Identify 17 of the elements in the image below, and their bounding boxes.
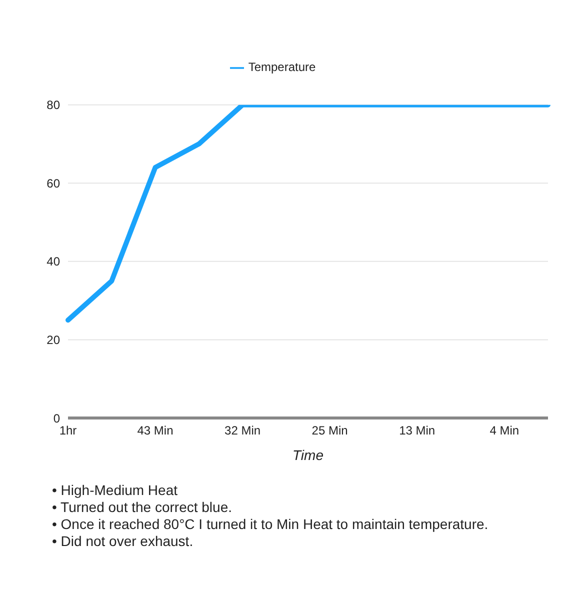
- x-tick-label: 25 Min: [312, 424, 348, 438]
- text: • High-Medium Heat: [52, 482, 178, 498]
- y-tick-label: 60: [46, 176, 60, 190]
- x-tick-label: 13 Min: [399, 424, 436, 438]
- y-tick-label: 0: [53, 411, 60, 426]
- x-tick-label: 1hr: [59, 424, 77, 438]
- y-tick-label: 40: [46, 254, 60, 269]
- x-tick-label: 4 Min: [490, 424, 520, 438]
- x-tick-label: 32 Min: [224, 424, 261, 438]
- y-tick-label: 20: [46, 332, 60, 347]
- text: • Turned out the correct blue.: [52, 499, 232, 515]
- y-tick-label: 80: [46, 98, 60, 112]
- x-axis-title: Time: [292, 447, 324, 463]
- legend-label: Temperature: [248, 60, 316, 74]
- x-tick-label: 43 Min: [137, 424, 174, 438]
- text: • Did not over exhaust.: [52, 533, 194, 549]
- text: • Once it reached 80°C I turned it to Min Heat to maintain temperature.: [52, 516, 488, 532]
